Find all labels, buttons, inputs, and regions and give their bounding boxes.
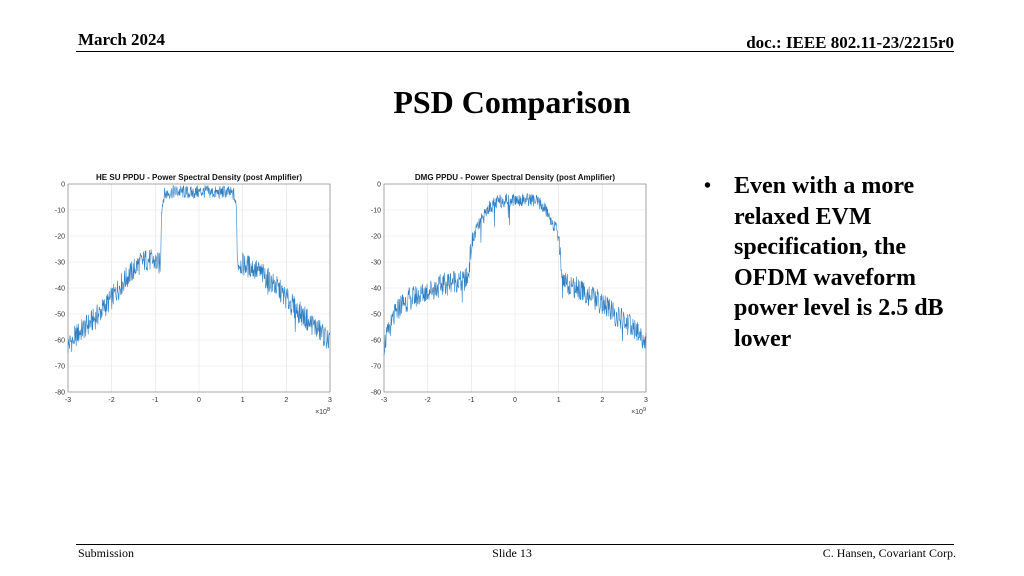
x-tick-label: 2 bbox=[600, 397, 604, 404]
y-tick-label: -80 bbox=[371, 390, 381, 397]
chart-title: HE SU PPDU - Power Spectral Density (pos… bbox=[96, 173, 302, 182]
x-exponent-power: 8 bbox=[327, 407, 330, 413]
footer-submission: Submission bbox=[78, 546, 135, 560]
header-doc-number: doc.: IEEE 802.11-23/2215r0 bbox=[746, 33, 954, 52]
he-su-psd-chart-svg: HE SU PPDU - Power Spectral Density (pos… bbox=[55, 173, 332, 416]
footer-divider bbox=[76, 544, 954, 545]
y-tick-label: -70 bbox=[55, 364, 65, 371]
y-tick-label: -40 bbox=[55, 286, 65, 293]
y-tick-label: -60 bbox=[55, 338, 65, 345]
axes-box bbox=[383, 183, 647, 393]
chart-title: DMG PPDU - Power Spectral Density (post … bbox=[415, 173, 616, 182]
y-tick-label: -20 bbox=[371, 234, 381, 241]
x-tick-label: 0 bbox=[513, 397, 517, 404]
x-tick-label: -3 bbox=[381, 397, 387, 404]
x-tick-label: 2 bbox=[284, 397, 288, 404]
psd-series-line bbox=[67, 185, 331, 353]
y-tick-label: -20 bbox=[55, 234, 65, 241]
bullet-dot-icon: • bbox=[704, 175, 712, 197]
y-tick-label: -30 bbox=[371, 260, 381, 267]
y-tick-label: -70 bbox=[371, 364, 381, 371]
y-tick-label: -30 bbox=[55, 260, 65, 267]
x-exponent-power: 9 bbox=[643, 407, 646, 413]
x-tick-label: 0 bbox=[197, 397, 201, 404]
x-tick-label: 3 bbox=[328, 397, 332, 404]
y-tick-label: -60 bbox=[371, 338, 381, 345]
x-tick-label: -2 bbox=[425, 397, 431, 404]
axes-box bbox=[67, 183, 331, 393]
footer-author: C. Hansen, Covariant Corp. bbox=[822, 546, 956, 560]
y-tick-label: 0 bbox=[377, 182, 381, 189]
x-tick-label: -2 bbox=[109, 397, 115, 404]
y-tick-label: -50 bbox=[371, 312, 381, 319]
y-tick-label: 0 bbox=[61, 182, 65, 189]
x-tick-label: -1 bbox=[468, 397, 474, 404]
y-tick-label: -10 bbox=[371, 208, 381, 215]
x-tick-label: 1 bbox=[557, 397, 561, 404]
x-tick-label: -3 bbox=[65, 397, 71, 404]
x-exponent-label: ×109 bbox=[631, 407, 646, 416]
footer-slide-number: Slide 13 bbox=[492, 546, 532, 560]
bullet-item: • Even with a more relaxed EVM specifica… bbox=[702, 171, 962, 355]
slide-title: PSD Comparison bbox=[393, 84, 631, 120]
x-exponent-label: ×108 bbox=[315, 407, 330, 416]
x-tick-label: 3 bbox=[644, 397, 648, 404]
y-tick-label: -40 bbox=[371, 286, 381, 293]
psd-series-line bbox=[383, 193, 647, 356]
y-tick-label: -50 bbox=[55, 312, 65, 319]
header-divider bbox=[76, 51, 954, 52]
dmg-psd-chart: DMG PPDU - Power Spectral Density (post … bbox=[364, 168, 664, 426]
dmg-psd-chart-svg: DMG PPDU - Power Spectral Density (post … bbox=[371, 173, 648, 416]
bullet-text: Even with a more relaxed EVM specificati… bbox=[734, 173, 944, 352]
y-tick-label: -80 bbox=[55, 390, 65, 397]
y-tick-label: -10 bbox=[55, 208, 65, 215]
header-date: March 2024 bbox=[78, 30, 166, 49]
x-tick-label: 1 bbox=[241, 397, 245, 404]
bullet-list: • Even with a more relaxed EVM specifica… bbox=[702, 171, 962, 355]
he-su-psd-chart: HE SU PPDU - Power Spectral Density (pos… bbox=[48, 168, 348, 426]
x-tick-label: -1 bbox=[152, 397, 158, 404]
